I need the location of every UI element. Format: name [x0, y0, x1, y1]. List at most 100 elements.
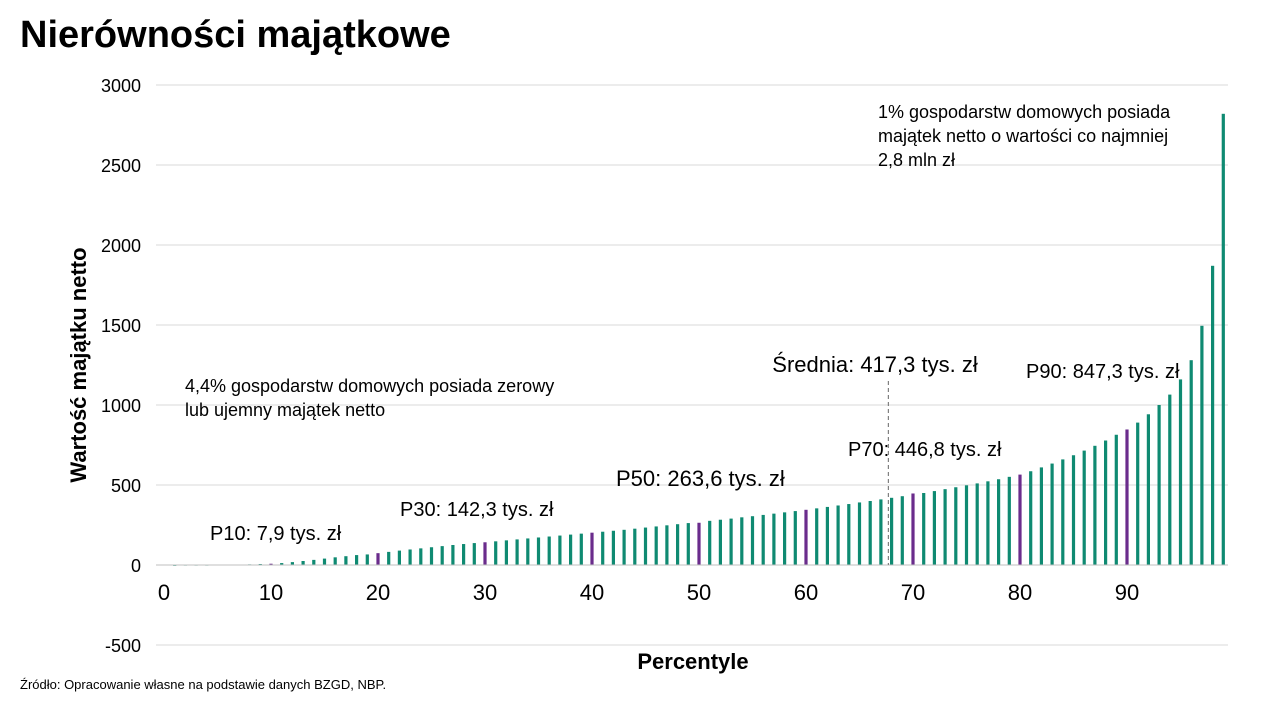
bar-p61: [815, 508, 819, 565]
bar-p11: [280, 563, 284, 565]
bar-p54: [740, 517, 744, 565]
bar-p90: [1125, 429, 1129, 565]
bar-p42: [611, 530, 615, 565]
bar-p81: [1029, 471, 1033, 565]
y-tick-label: -500: [105, 636, 141, 656]
bar-p87: [1093, 445, 1097, 565]
x-tick-label: 0: [158, 580, 170, 605]
x-axis-ticks: 0 10 20 30 40 50 60 70 80 90: [158, 580, 1139, 605]
bar-p43: [622, 529, 626, 565]
annotation-negative: 4,4% gospodarstw domowych posiada zerowy…: [185, 376, 554, 420]
bar-p69: [900, 496, 904, 565]
bar-p64: [847, 504, 851, 565]
bar-p15: [322, 558, 327, 565]
bar-p52: [718, 519, 722, 565]
bar-p26: [440, 546, 444, 565]
source-note: Źródło: Opracowanie własne na podstawie …: [20, 677, 387, 692]
x-tick-label: 20: [366, 580, 390, 605]
bar-p98: [1211, 265, 1215, 565]
x-axis-label: Percentyle: [637, 649, 748, 674]
bar-p38: [569, 534, 573, 565]
bar-p23: [408, 549, 412, 565]
bar-p44: [633, 528, 637, 565]
bar-p94: [1168, 394, 1172, 565]
bar-p72: [932, 491, 936, 565]
bar-p39: [579, 533, 583, 565]
bar-p59: [793, 511, 797, 565]
bar-p68: [890, 497, 894, 565]
bar-p10: [269, 563, 273, 565]
annotation-line: 1% gospodarstw domowych posiada: [878, 102, 1171, 122]
grid-lines: [156, 84, 1228, 646]
x-tick-label: 10: [259, 580, 283, 605]
y-axis-label: Wartość majątku netto: [66, 247, 91, 482]
bar-p32: [504, 540, 508, 565]
x-tick-label: 80: [1008, 580, 1032, 605]
bar-p41: [601, 531, 605, 565]
x-tick-label: 40: [580, 580, 604, 605]
bar-p36: [547, 536, 551, 565]
bar-p56: [761, 514, 765, 565]
bar-p77: [986, 481, 990, 565]
x-tick-label: 70: [901, 580, 925, 605]
bar-p91: [1136, 422, 1140, 565]
bar-p85: [1071, 455, 1076, 565]
bar-p73: [943, 489, 947, 565]
bar-p86: [1082, 450, 1086, 565]
bar-p79: [1007, 476, 1011, 565]
bar-p37: [558, 535, 562, 565]
bar-p80: [1018, 474, 1022, 565]
x-tick-label: 50: [687, 580, 711, 605]
bar-p84: [1061, 459, 1065, 565]
bar-p99: [1221, 113, 1225, 566]
bar-p75: [964, 485, 969, 565]
bar-p82: [1039, 467, 1043, 565]
y-tick-label: 1500: [101, 316, 141, 336]
annotations: 1% gospodarstw domowych posiada majątek n…: [185, 102, 1180, 545]
bar-p34: [526, 538, 530, 565]
annotation-line: majątek netto o wartości co najmniej: [878, 126, 1168, 146]
bar-p49: [686, 523, 690, 565]
x-tick-label: 30: [473, 580, 497, 605]
bar-p27: [451, 545, 455, 565]
annotation-mean: Średnia: 417,3 tys. zł: [772, 352, 978, 377]
bar-p53: [729, 518, 733, 565]
y-tick-label: 1000: [101, 396, 141, 416]
bar-p62: [825, 506, 829, 565]
bar-p74: [954, 487, 958, 565]
annotation-p90: P90: 847,3 tys. zł: [1026, 361, 1180, 383]
bar-p71: [922, 493, 926, 565]
bar-p78: [997, 479, 1001, 565]
bar-p21: [387, 551, 391, 565]
bar-p28: [462, 544, 466, 565]
y-tick-label: 2000: [101, 236, 141, 256]
page-title: Nierówności majątkowe: [20, 14, 451, 56]
annotation-top1: 1% gospodarstw domowych posiada majątek n…: [878, 102, 1171, 170]
bar-p31: [494, 541, 498, 565]
bar-p65: [857, 502, 862, 565]
bar-p46: [654, 526, 658, 565]
bar-p88: [1104, 440, 1108, 565]
bar-p50: [697, 522, 701, 565]
bar-p29: [472, 543, 476, 565]
y-tick-label: 3000: [101, 76, 141, 96]
bar-p45: [643, 527, 648, 565]
bar-p63: [836, 505, 840, 565]
bar-p18: [355, 555, 359, 565]
y-tick-label: 0: [131, 556, 141, 576]
bar-p67: [879, 499, 883, 565]
bar-p92: [1146, 414, 1150, 565]
bar-p12: [290, 562, 294, 565]
bar-p30: [483, 542, 487, 565]
bar-p93: [1157, 405, 1161, 565]
x-tick-label: 90: [1115, 580, 1139, 605]
bar-p89: [1114, 434, 1118, 565]
bar-p57: [772, 513, 776, 565]
annotation-line: lub ujemny majątek netto: [185, 400, 385, 420]
annotation-p30: P30: 142,3 tys. zł: [400, 499, 554, 521]
bar-p58: [783, 512, 787, 565]
bar-p20: [376, 553, 380, 565]
bar-p16: [333, 557, 337, 565]
bar-p22: [397, 550, 401, 565]
